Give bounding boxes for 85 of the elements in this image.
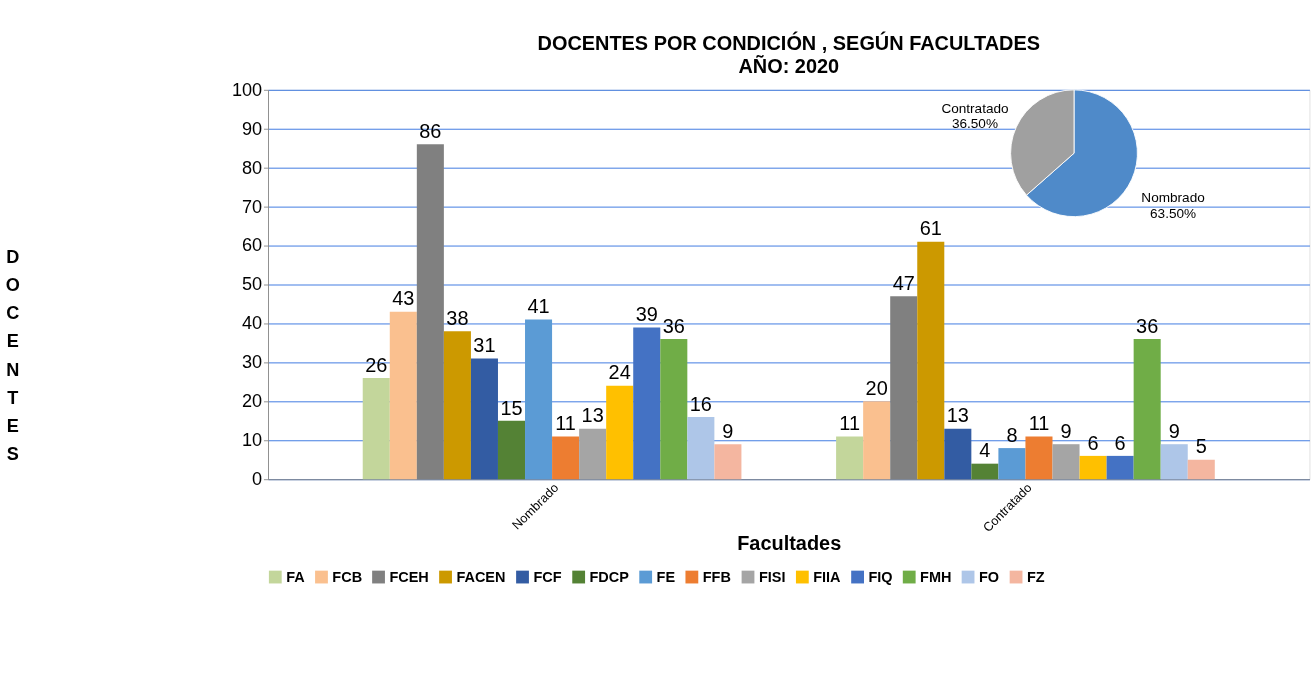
legend-label: FIIA [813, 568, 842, 585]
data-label: 13 [946, 404, 969, 427]
bar [836, 436, 864, 480]
y-tick-label: 80 [242, 157, 263, 178]
data-label: 13 [581, 404, 604, 427]
y-tick-label: 20 [242, 391, 263, 412]
data-label: 47 [892, 271, 915, 294]
chart-title: DOCENTES POR CONDICIÓN , SEGÚN FACULTADES [537, 31, 1040, 54]
bar [998, 448, 1026, 480]
bar [633, 327, 661, 480]
legend-label: FIQ [868, 568, 893, 585]
bar [552, 436, 580, 480]
bar [1106, 455, 1134, 480]
bar [1160, 444, 1188, 480]
data-label: 36 [662, 314, 685, 337]
data-label: 39 [635, 303, 658, 326]
bar [389, 311, 417, 480]
legend-label: FFB [702, 568, 731, 585]
bar [944, 428, 972, 480]
data-label: 38 [446, 306, 469, 329]
data-label: 41 [527, 295, 550, 318]
bar [863, 401, 891, 480]
legend-label: FE [656, 568, 676, 585]
slice-label: Nombrado [1141, 190, 1205, 206]
legend-label: FDCP [589, 568, 630, 585]
data-label: 61 [919, 217, 942, 240]
y-tick-label: 90 [242, 118, 263, 139]
data-label: 36 [1136, 314, 1159, 337]
y-tick-label: 50 [242, 274, 263, 295]
data-label: 26 [365, 353, 388, 376]
bar [1025, 436, 1053, 480]
bar [443, 331, 471, 480]
data-label: 15 [500, 396, 523, 419]
data-label: 11 [555, 412, 576, 435]
legend-label: FZ [1026, 568, 1045, 585]
legend-label: FACEN [456, 568, 506, 585]
data-label: 11 [839, 412, 860, 435]
y-tick-label: 10 [242, 430, 263, 451]
legend-label: FCB [332, 568, 363, 585]
data-label: 31 [473, 334, 496, 357]
bar [1133, 339, 1161, 480]
bar [579, 428, 607, 480]
y-axis-title: DOCENTES [5, 247, 20, 464]
y-tick-label: 40 [242, 313, 263, 334]
y-tick-label: 30 [242, 352, 263, 373]
bar [687, 416, 715, 480]
data-label: 5 [1195, 435, 1207, 458]
data-label: 9 [722, 419, 734, 442]
data-label: 63.50% [1150, 205, 1197, 221]
data-label: 8 [1006, 423, 1018, 446]
legend-label: FCF [533, 568, 562, 585]
y-tick-label: 0 [252, 469, 263, 490]
data-label: 9 [1060, 419, 1072, 442]
slice-label: Contratado [941, 101, 1009, 117]
data-label: 4 [979, 439, 991, 462]
data-label: 36.50% [951, 116, 999, 132]
legend-label: FCEH [389, 568, 429, 585]
y-tick-label: 60 [242, 235, 263, 256]
x-axis-title: Facultades [737, 532, 842, 555]
bar [1052, 444, 1080, 480]
y-tick-label: 70 [242, 196, 263, 217]
data-label: 24 [608, 361, 631, 384]
legend-label: FO [978, 568, 1000, 585]
bar [470, 358, 498, 480]
data-label: 11 [1028, 412, 1050, 435]
legend-label: FMH [920, 568, 952, 585]
bar [714, 444, 742, 480]
bar [971, 463, 999, 480]
bar [606, 385, 634, 480]
y-tick-label: 100 [231, 79, 263, 100]
bar [1187, 459, 1215, 480]
bar [497, 420, 526, 480]
legend-label: FISI [758, 568, 786, 585]
data-label: 43 [392, 287, 415, 310]
bar [660, 339, 688, 480]
bar [525, 319, 553, 480]
data-label: 86 [419, 120, 442, 143]
bar [1079, 455, 1107, 480]
data-label: 9 [1168, 419, 1180, 442]
data-label: 20 [865, 377, 888, 400]
data-label: 16 [689, 392, 712, 415]
bar [362, 378, 390, 480]
legend-label: FA [286, 568, 306, 585]
chart-subtitle: AÑO: 2020 [738, 54, 840, 77]
bar [917, 241, 945, 480]
